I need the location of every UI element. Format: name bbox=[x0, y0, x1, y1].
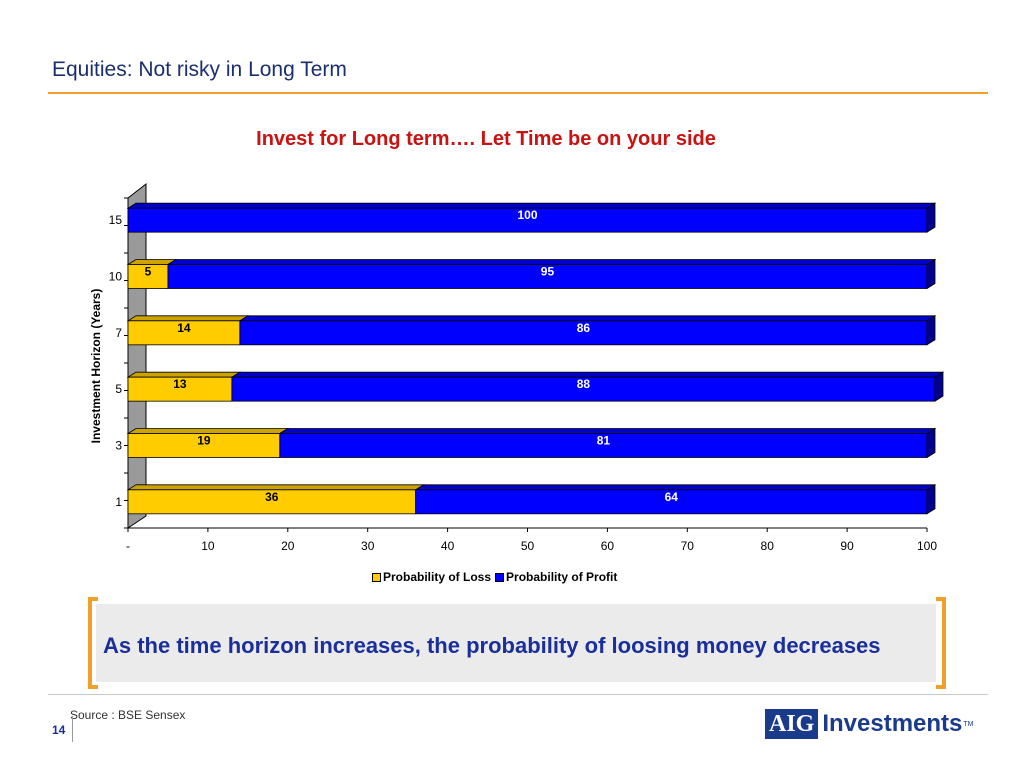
callout-bracket-right bbox=[936, 597, 946, 689]
y-tick-label: 10 bbox=[109, 270, 123, 284]
callout-text: As the time horizon increases, the proba… bbox=[103, 633, 881, 658]
bar-side-face bbox=[926, 202, 936, 233]
bar-segment bbox=[167, 264, 928, 289]
x-tick-label: 20 bbox=[281, 539, 295, 553]
bar-segment bbox=[127, 207, 928, 233]
chart-legend: Probability of Loss Probability of Profi… bbox=[372, 570, 621, 584]
chart-side-wall bbox=[127, 182, 147, 529]
aig-investments-logo: AIG Investments TM bbox=[765, 709, 974, 739]
bar-segment bbox=[127, 433, 281, 458]
bar-side-face bbox=[926, 258, 936, 290]
page-number: 14 bbox=[52, 723, 66, 737]
bar-segment bbox=[279, 433, 928, 458]
bar-segment bbox=[239, 320, 928, 346]
y-tick-label: 7 bbox=[115, 326, 122, 340]
x-tick-label: 80 bbox=[761, 539, 775, 553]
bar-side-face bbox=[926, 484, 936, 515]
bar-segment bbox=[127, 320, 241, 346]
legend-item-profit: Probability of Profit bbox=[495, 570, 617, 584]
legend-swatch-loss bbox=[372, 572, 381, 582]
legend-item-loss: Probability of Loss bbox=[372, 570, 491, 584]
x-tick-label: 50 bbox=[521, 539, 535, 553]
logo-trademark: TM bbox=[963, 720, 974, 728]
bar-data-label: 95 bbox=[541, 265, 555, 279]
y-tick-label: 15 bbox=[109, 213, 123, 227]
source-note: Source : BSE Sensex bbox=[70, 708, 186, 722]
bar-segment bbox=[415, 489, 928, 515]
footer-divider bbox=[48, 694, 988, 695]
x-tick-label: 10 bbox=[201, 539, 215, 553]
bar-data-label: 81 bbox=[597, 434, 611, 448]
slide-title: Equities: Not risky in Long Term bbox=[52, 58, 347, 81]
legend-label-profit: Probability of Profit bbox=[506, 570, 618, 584]
x-tick-label: 100 bbox=[917, 539, 937, 553]
chart-title: Invest for Long term…. Let Time be on yo… bbox=[256, 128, 716, 150]
bar-data-label: 14 bbox=[177, 321, 191, 335]
title-divider bbox=[48, 92, 988, 94]
bar-side-face bbox=[926, 315, 936, 346]
bar-data-label: 86 bbox=[577, 321, 591, 335]
bar-data-label: 36 bbox=[265, 490, 279, 504]
bar-data-label: 88 bbox=[577, 377, 591, 391]
x-tick-label: 70 bbox=[681, 539, 695, 553]
x-tick-label: 60 bbox=[601, 539, 615, 553]
bar-data-label: 5 bbox=[145, 265, 152, 279]
x-tick-label: 90 bbox=[840, 539, 854, 553]
x-tick-label: - bbox=[126, 539, 130, 553]
bar-data-label: 64 bbox=[665, 490, 679, 504]
x-tick-label: 30 bbox=[361, 539, 375, 553]
bar-side-face bbox=[934, 371, 944, 402]
callout-bracket-left bbox=[88, 597, 98, 689]
bar-side-face bbox=[926, 427, 936, 459]
bar-data-label: 19 bbox=[197, 434, 211, 448]
logo-text: Investments bbox=[822, 710, 963, 737]
bar-segment bbox=[231, 376, 936, 402]
y-tick-label: 5 bbox=[115, 382, 122, 396]
x-tick-label: 40 bbox=[441, 539, 455, 553]
bar-data-label: 13 bbox=[173, 377, 187, 391]
bar-data-label: 100 bbox=[517, 208, 537, 222]
callout-box bbox=[96, 604, 936, 682]
legend-swatch-profit bbox=[495, 572, 505, 582]
logo-box: AIG bbox=[765, 709, 819, 739]
y-tick-label: 1 bbox=[115, 495, 122, 509]
y-tick-label: 3 bbox=[115, 439, 122, 453]
bar-segment bbox=[127, 264, 169, 289]
y-axis-title: Investment Horizon (Years) bbox=[89, 289, 103, 444]
page-number-separator bbox=[72, 716, 73, 742]
legend-label-loss: Probability of Loss bbox=[383, 570, 492, 584]
